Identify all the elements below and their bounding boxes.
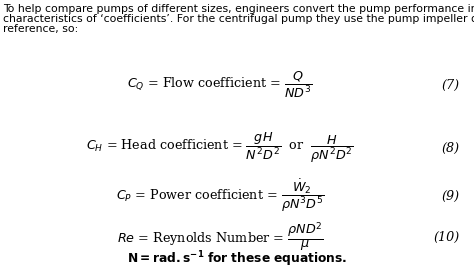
Text: characteristics of ‘coefficients’. For the centrifugal pump they use the pump im: characteristics of ‘coefficients’. For t… xyxy=(3,14,474,24)
Text: (7): (7) xyxy=(442,78,460,91)
Text: $C_Q$ = Flow coefficient = $\dfrac{Q}{ND^3}$: $C_Q$ = Flow coefficient = $\dfrac{Q}{ND… xyxy=(127,70,313,100)
Text: $\mathbf{N = rad.s^{-1}}$ $\mathbf{for\ these\ equations.}$: $\mathbf{N = rad.s^{-1}}$ $\mathbf{for\ … xyxy=(127,249,347,269)
Text: (9): (9) xyxy=(442,189,460,202)
Text: $Re$ = Reynolds Number = $\dfrac{\rho ND^2}{\mu}$: $Re$ = Reynolds Number = $\dfrac{\rho ND… xyxy=(117,220,323,254)
Text: reference, so:: reference, so: xyxy=(3,24,78,34)
Text: $C_P$ = Power coefficient = $\dfrac{\dot{W}_2}{\rho N^3D^5}$: $C_P$ = Power coefficient = $\dfrac{\dot… xyxy=(116,178,324,214)
Text: To help compare pumps of different sizes, engineers convert the pump performance: To help compare pumps of different sizes… xyxy=(3,4,474,14)
Text: (10): (10) xyxy=(434,230,460,243)
Text: (8): (8) xyxy=(442,142,460,155)
Text: $C_H$ = Head coefficient = $\dfrac{gH}{N^2D^2}$  or  $\dfrac{H}{\rho N^2D^2}$: $C_H$ = Head coefficient = $\dfrac{gH}{N… xyxy=(86,131,354,165)
